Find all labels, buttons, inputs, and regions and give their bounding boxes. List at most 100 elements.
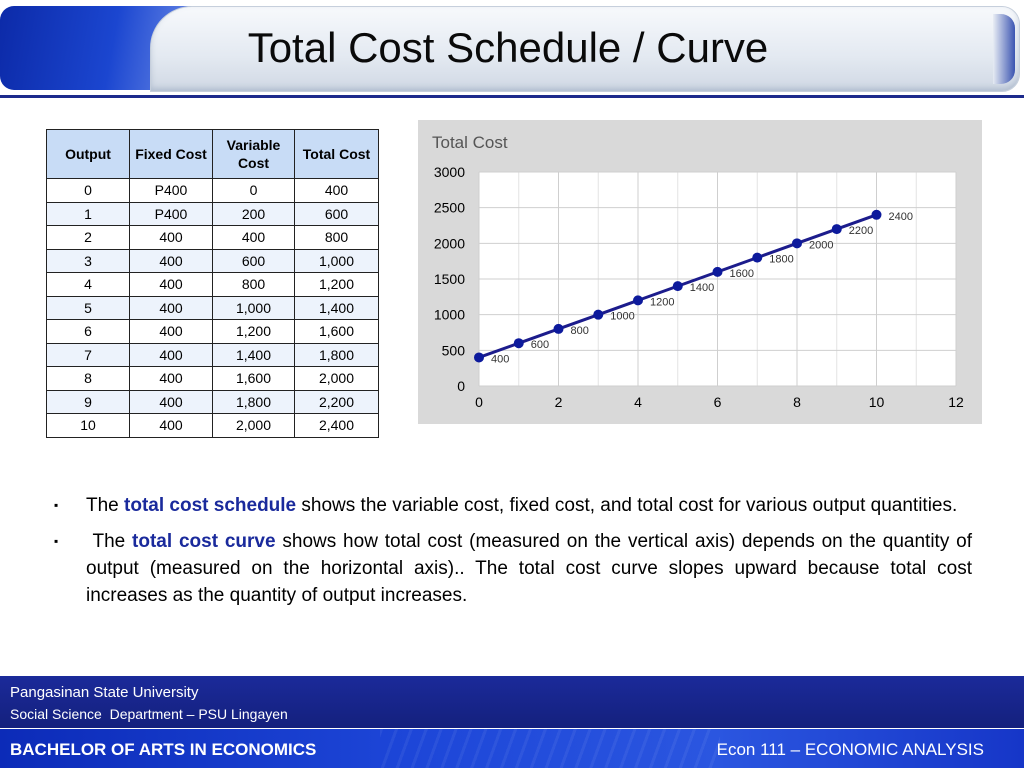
data-point xyxy=(474,352,484,363)
title-divider xyxy=(0,95,1024,98)
cell-fixed-cost: 400 xyxy=(129,342,213,367)
cell-fixed-cost: P400 xyxy=(129,178,213,203)
y-tick-label: 2500 xyxy=(434,200,465,216)
cell-fixed-cost: P400 xyxy=(129,201,213,226)
footer-texture xyxy=(380,729,720,768)
cell-output: 5 xyxy=(46,295,130,320)
data-label: 1400 xyxy=(690,282,714,294)
data-point xyxy=(672,281,683,292)
cell-total-cost: 2,400 xyxy=(294,413,379,438)
x-tick-label: 12 xyxy=(948,394,964,410)
cell-total-cost: 2,200 xyxy=(294,389,379,414)
column-header-variable-cost: Variable Cost xyxy=(212,129,295,179)
course-name: Econ 111 – ECONOMIC ANALYSIS xyxy=(716,740,984,759)
cell-output: 2 xyxy=(46,225,130,250)
table-row: 9 400 1,800 2,200 xyxy=(46,389,379,414)
cell-output: 10 xyxy=(46,413,130,438)
table-row: 5 400 1,000 1,400 xyxy=(46,295,379,320)
data-label: 1200 xyxy=(650,296,674,308)
cell-output: 4 xyxy=(46,272,130,297)
x-tick-label: 0 xyxy=(475,394,483,410)
table-row: 1 P400 200 600 xyxy=(46,201,379,226)
data-point xyxy=(831,224,842,235)
data-point xyxy=(752,252,763,263)
column-header-fixed-cost: Fixed Cost xyxy=(129,129,213,179)
banner-swoosh xyxy=(150,6,1020,92)
cell-output: 3 xyxy=(46,248,130,273)
y-tick-label: 1500 xyxy=(434,271,465,287)
bullet-item: ▪ The total cost curve shows how total c… xyxy=(54,528,972,609)
cell-variable-cost: 600 xyxy=(212,248,295,273)
chart-svg: Total Cost 0 500 1000 1500 2000 2500 3000 0 2 4 6 8 1… xyxy=(432,133,964,410)
explanation-bullets: ▪ The total cost schedule shows the vari… xyxy=(54,492,972,618)
cell-variable-cost: 1,000 xyxy=(212,295,295,320)
total-cost-chart: Total Cost 0 500 1000 1500 2000 2500 3000 0 2 4 6 8 1… xyxy=(418,120,982,424)
y-tick-label: 3000 xyxy=(434,164,465,180)
cell-variable-cost: 1,600 xyxy=(212,366,295,391)
y-tick-label: 1000 xyxy=(434,307,465,323)
cell-variable-cost: 2,000 xyxy=(212,413,295,438)
data-label: 1000 xyxy=(610,311,634,323)
chart-title: Total Cost xyxy=(432,133,508,152)
cell-total-cost: 400 xyxy=(294,178,379,203)
cell-variable-cost: 1,200 xyxy=(212,319,295,344)
bullet-text-after: shows how total cost (measured on the ve… xyxy=(86,531,972,606)
university-name: Pangasinan State University xyxy=(10,684,199,701)
banner-swoosh-edge xyxy=(993,14,1015,84)
cell-output: 8 xyxy=(46,366,130,391)
bullet-text-before: The xyxy=(86,531,133,552)
data-point xyxy=(633,295,643,306)
cell-total-cost: 800 xyxy=(294,225,379,250)
cell-total-cost: 1,000 xyxy=(294,248,379,273)
data-point xyxy=(593,309,604,320)
cell-total-cost: 1,200 xyxy=(294,272,379,297)
bullet-highlight: total cost schedule xyxy=(124,495,297,516)
cell-output: 1 xyxy=(46,201,130,226)
cell-total-cost: 2,000 xyxy=(294,366,379,391)
column-header-total-cost: Total Cost xyxy=(294,129,379,179)
cost-schedule-table: Output Fixed Cost Variable Cost Total Co… xyxy=(46,129,379,438)
x-tick-label: 10 xyxy=(869,394,885,410)
data-point xyxy=(553,323,564,334)
cell-total-cost: 1,600 xyxy=(294,319,379,344)
department-name: Social Science Department – PSU Lingayen xyxy=(10,706,288,722)
program-name: BACHELOR OF ARTS IN ECONOMICS xyxy=(10,740,317,759)
cell-fixed-cost: 400 xyxy=(129,295,213,320)
table-row: 2 400 400 800 xyxy=(46,225,379,250)
data-point xyxy=(792,238,802,249)
table-row: 0 P400 0 400 xyxy=(46,178,379,203)
cell-output: 6 xyxy=(46,319,130,344)
data-point xyxy=(712,266,723,277)
footer-institution-bar: Pangasinan State University Social Scien… xyxy=(0,676,1024,728)
table-row: 10 400 2,000 2,400 xyxy=(46,413,379,438)
cell-fixed-cost: 400 xyxy=(129,389,213,414)
cell-fixed-cost: 400 xyxy=(129,366,213,391)
cell-fixed-cost: 400 xyxy=(129,225,213,250)
cell-output: 0 xyxy=(46,178,130,203)
y-tick-label: 0 xyxy=(457,378,465,394)
x-tick-label: 8 xyxy=(793,394,801,410)
cell-fixed-cost: 400 xyxy=(129,248,213,273)
table-row: 3 400 600 1,000 xyxy=(46,248,379,273)
x-tick-label: 2 xyxy=(555,394,563,410)
cell-fixed-cost: 400 xyxy=(129,319,213,344)
table-row: 8 400 1,600 2,000 xyxy=(46,366,379,391)
cell-variable-cost: 0 xyxy=(212,178,295,203)
cell-fixed-cost: 400 xyxy=(129,413,213,438)
cell-fixed-cost: 400 xyxy=(129,272,213,297)
bullet-highlight: total cost curve xyxy=(132,531,276,552)
cell-total-cost: 1,800 xyxy=(294,342,379,367)
data-label: 600 xyxy=(531,339,549,351)
y-tick-label: 500 xyxy=(442,342,466,358)
data-label: 2000 xyxy=(809,239,833,251)
x-tick-label: 6 xyxy=(714,394,722,410)
footer-program-bar: BACHELOR OF ARTS IN ECONOMICS Econ 111 –… xyxy=(0,729,1024,768)
cell-variable-cost: 200 xyxy=(212,201,295,226)
data-label: 1800 xyxy=(769,254,793,266)
square-bullet-icon: ▪ xyxy=(54,534,59,548)
data-label: 400 xyxy=(491,353,509,365)
cell-output: 7 xyxy=(46,342,130,367)
data-point xyxy=(871,209,882,220)
cell-variable-cost: 800 xyxy=(212,272,295,297)
table-row: 6 400 1,200 1,600 xyxy=(46,319,379,344)
